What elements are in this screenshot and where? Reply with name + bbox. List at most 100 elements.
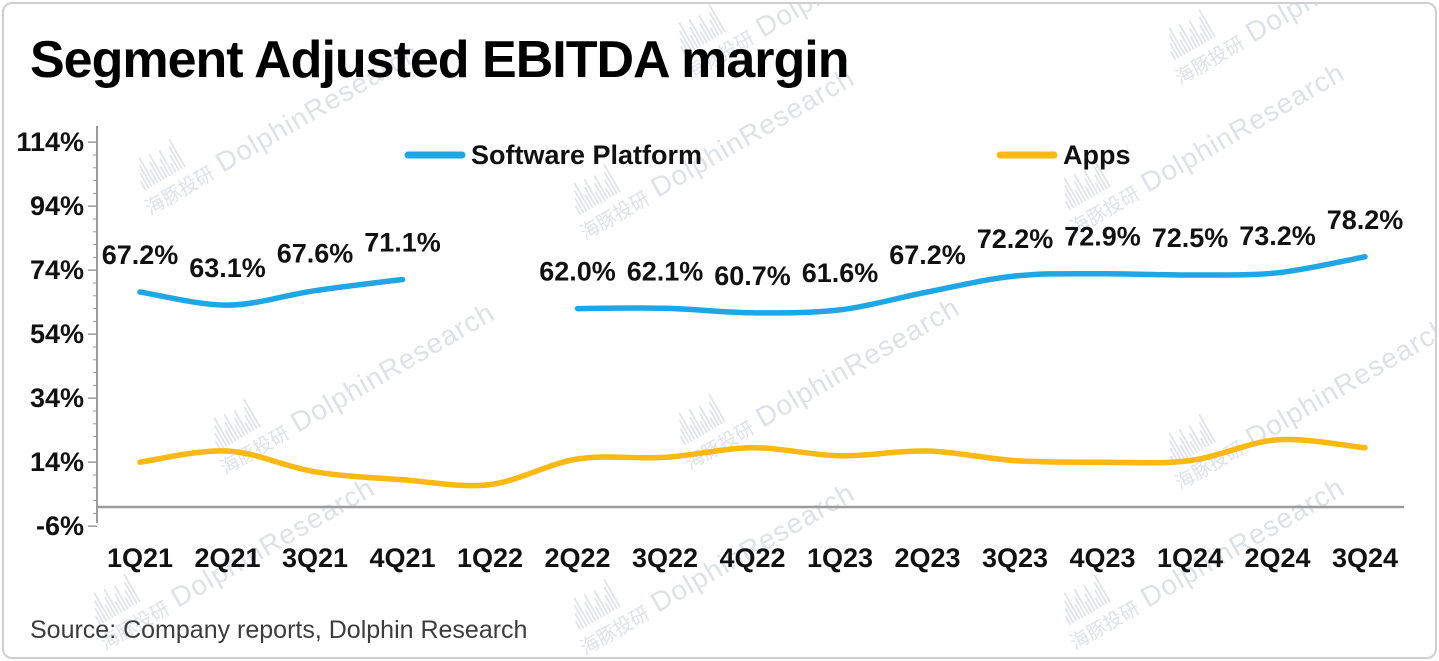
watermark-barcode-icon — [573, 190, 588, 212]
watermark-barcode-icon — [679, 45, 687, 56]
watermark-barcode-icon — [604, 594, 615, 611]
watermark-barcode-icon — [604, 179, 615, 196]
data-label: 72.2% — [977, 224, 1054, 254]
watermark-barcode-icon — [1178, 428, 1195, 455]
watermark-barcode-icon — [604, 602, 612, 613]
data-label: 60.7% — [714, 261, 791, 291]
y-tick-label: -6% — [36, 511, 84, 541]
watermark-barcode-icon — [1169, 50, 1177, 61]
watermark-barcode-icon — [1199, 437, 1207, 448]
chart-title: Segment Adjusted EBITDA margin — [30, 31, 849, 89]
y-tick-label: 54% — [30, 319, 84, 349]
watermark-barcode-icon — [1094, 597, 1102, 608]
watermark-barcode-icon — [689, 416, 702, 437]
watermark-barcode-icon — [1094, 589, 1105, 606]
watermark-barcode-icon — [1084, 178, 1096, 197]
data-label: 62.0% — [539, 257, 616, 287]
watermark-barcode-icon — [1074, 596, 1087, 617]
watermark-barcode-icon — [1083, 585, 1099, 610]
watermark-barcode-icon — [1198, 16, 1213, 40]
watermark-barcode-icon — [698, 405, 714, 430]
watermark-barcode-icon — [159, 165, 168, 178]
watermark-barcode-icon — [213, 425, 228, 447]
data-label: 72.5% — [1152, 223, 1229, 253]
watermark-barcode-icon — [234, 418, 246, 437]
watermark-barcode-icon — [1198, 8, 1216, 38]
series-line-software-platform — [137, 276, 406, 308]
watermark-barcode-icon — [1074, 181, 1087, 202]
watermark-barcode-icon — [584, 194, 594, 209]
watermark-barcode-icon — [1064, 192, 1075, 209]
watermark-barcode-icon — [1179, 31, 1192, 52]
watermark-barcode-icon — [1094, 174, 1105, 191]
watermark-barcode-icon — [1083, 170, 1099, 195]
x-tick-label: 4Q23 — [1069, 543, 1135, 573]
watermark-barcode-icon — [214, 440, 222, 451]
series-line-software-platform — [574, 254, 1368, 316]
watermark-barcode-icon — [1084, 600, 1093, 613]
watermark-barcode-icon — [678, 30, 693, 52]
watermark-barcode-icon — [688, 18, 705, 45]
watermark-cjk-text: 海豚投研 — [142, 162, 219, 219]
watermark-barcode-icon — [169, 162, 177, 173]
watermark-barcode-icon — [139, 172, 150, 189]
watermark-barcode-icon — [94, 615, 102, 626]
watermark-barcode-icon — [113, 585, 129, 610]
watermark-barcode-icon — [1199, 24, 1210, 41]
watermark-barcode-icon — [1189, 28, 1201, 47]
watermark-barcode-icon — [234, 425, 243, 438]
watermark-barcode-icon — [93, 600, 108, 622]
watermark-barcode-icon — [699, 30, 708, 43]
y-tick-label: 74% — [30, 255, 84, 285]
watermark-barcode-icon — [678, 22, 696, 50]
watermark-barcode-icon — [689, 26, 702, 47]
watermark-barcode-icon — [679, 435, 687, 446]
watermark-barcode-icon — [603, 586, 618, 610]
watermark-barcode-icon — [1179, 436, 1192, 457]
watermark-barcode-icon — [699, 420, 708, 433]
watermark-barcode-icon — [213, 417, 231, 445]
watermark-barcode-icon — [1064, 200, 1072, 211]
watermark-barcode-icon — [1074, 604, 1084, 619]
watermark-barcode-icon — [1063, 185, 1078, 207]
watermark-barcode-icon — [709, 417, 717, 428]
watermark-barcode-icon — [573, 605, 588, 627]
watermark-barcode-icon — [1063, 592, 1081, 620]
watermark-barcode-icon — [1063, 177, 1081, 205]
watermark-barcode-icon — [708, 4, 726, 33]
watermark-barcode-icon — [223, 413, 240, 440]
watermark-barcode-icon — [124, 597, 132, 608]
x-tick-label: 1Q24 — [1157, 543, 1223, 573]
watermark-barcode-icon — [679, 37, 690, 54]
watermark-barcode-icon — [583, 178, 600, 205]
x-tick-label: 1Q22 — [457, 543, 523, 573]
watermark-barcode-icon — [169, 154, 180, 171]
axes: 114% 94% 74% 54% 34% 14% -6% 1Q21 2Q21 3Q21 4Q21 1Q… — [16, 126, 1404, 573]
watermark-barcode-icon — [1168, 432, 1186, 460]
watermark-barcode-icon — [679, 427, 690, 444]
data-label: 67.6% — [277, 239, 354, 269]
watermark-barcode-icon — [1198, 413, 1216, 443]
watermark-barcode-icon — [1093, 158, 1111, 188]
x-tick-label: 1Q21 — [107, 543, 173, 573]
watermark-barcode-icon — [1073, 173, 1090, 200]
legend-label-apps: Apps — [1063, 140, 1131, 170]
watermark-barcode-icon — [148, 153, 165, 180]
watermark-barcode-icon — [1199, 429, 1210, 446]
watermark-barcode-icon — [1169, 42, 1180, 59]
watermark-barcode-icon — [1188, 425, 1204, 450]
watermark-barcode-icon — [214, 432, 225, 449]
watermark-barcode-icon — [603, 578, 621, 608]
x-tick-label: 3Q24 — [1332, 543, 1398, 573]
watermark-barcode-icon — [168, 138, 186, 168]
watermark-barcode-icon — [1179, 444, 1189, 459]
watermark-barcode-icon — [574, 612, 585, 629]
x-tick-label: 3Q21 — [282, 543, 348, 573]
watermark-barcode-icon — [688, 408, 705, 435]
watermark-barcode-icon — [1093, 166, 1108, 190]
watermark-barcode-icon — [243, 398, 261, 428]
watermark-barcode-icon — [603, 163, 621, 193]
y-tick-label: 14% — [30, 447, 84, 477]
watermark-barcode-icon — [1178, 23, 1195, 50]
watermark-barcode-icon — [224, 429, 234, 444]
